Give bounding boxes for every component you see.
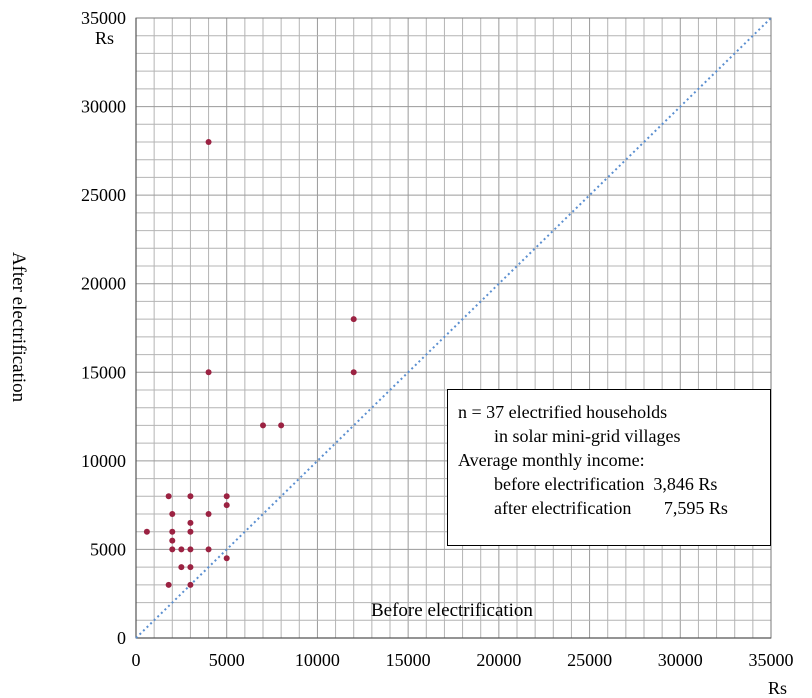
data-point <box>223 502 230 509</box>
data-point <box>223 493 230 500</box>
before-income-value: 3,846 Rs <box>653 474 718 494</box>
y-tick-labels: 0 5000 10000 15000 20000 25000 30000 35000 <box>81 8 126 648</box>
y-tick-label: 0 <box>117 628 126 648</box>
data-point <box>169 537 176 544</box>
x-tick-label: 35000 <box>749 650 794 670</box>
data-points <box>143 139 357 588</box>
data-point <box>178 564 185 571</box>
after-income-value: 7,595 Rs <box>663 498 728 518</box>
data-point <box>187 528 194 535</box>
y-tick-label: 25000 <box>81 185 126 205</box>
summary-box: n = 37 electrified households in solar m… <box>447 389 771 546</box>
y-tick-label: 5000 <box>90 539 126 559</box>
data-point <box>178 546 185 553</box>
after-income-row: after electrification 7,595 Rs <box>458 496 770 520</box>
x-tick-label: 10000 <box>295 650 340 670</box>
data-point <box>205 546 212 553</box>
data-point <box>165 581 172 588</box>
sample-description-text: in solar mini-grid villages <box>494 426 681 446</box>
y-tick-label: 35000 <box>81 8 126 28</box>
sample-size-text: n = 37 electrified households <box>458 402 668 422</box>
y-tick-label: 10000 <box>81 451 126 471</box>
data-point <box>223 555 230 562</box>
data-point <box>169 511 176 517</box>
after-income-label: after electrification <box>494 498 632 518</box>
data-point <box>187 546 194 553</box>
data-point <box>350 369 357 376</box>
data-point <box>350 316 357 323</box>
data-point <box>260 422 266 429</box>
data-point <box>278 422 285 429</box>
x-tick-label: 20000 <box>476 650 521 670</box>
data-point <box>205 369 212 376</box>
data-point <box>205 511 212 517</box>
x-tick-label: 30000 <box>658 650 703 670</box>
data-point <box>187 581 194 588</box>
before-income-label: before electrification <box>494 474 645 494</box>
data-point <box>205 139 212 145</box>
y-tick-label: 15000 <box>81 362 126 382</box>
y-tick-label: 20000 <box>81 274 126 294</box>
x-tick-label: 15000 <box>386 650 431 670</box>
x-tick-label: 5000 <box>209 650 245 670</box>
y-axis-label: After electrification <box>8 252 29 403</box>
before-income-row: before electrification 3,846 Rs <box>458 472 770 496</box>
data-point <box>187 564 194 571</box>
x-tick-label: 0 <box>132 650 141 670</box>
data-point <box>169 546 176 553</box>
data-point <box>169 528 176 535</box>
data-point <box>143 528 150 535</box>
chart-axes <box>135 17 772 639</box>
x-unit-label: Rs <box>768 678 787 698</box>
x-axis-label: Before electrification <box>371 600 533 621</box>
data-point <box>187 493 194 500</box>
average-income-heading: Average monthly income: <box>458 450 645 470</box>
y-unit-label: Rs <box>95 28 114 48</box>
data-point <box>165 493 172 500</box>
x-tick-label: 25000 <box>567 650 612 670</box>
y-tick-label: 30000 <box>81 97 126 117</box>
x-tick-labels: 0 5000 10000 15000 20000 25000 30000 35000 <box>132 650 794 670</box>
data-point <box>187 519 194 526</box>
